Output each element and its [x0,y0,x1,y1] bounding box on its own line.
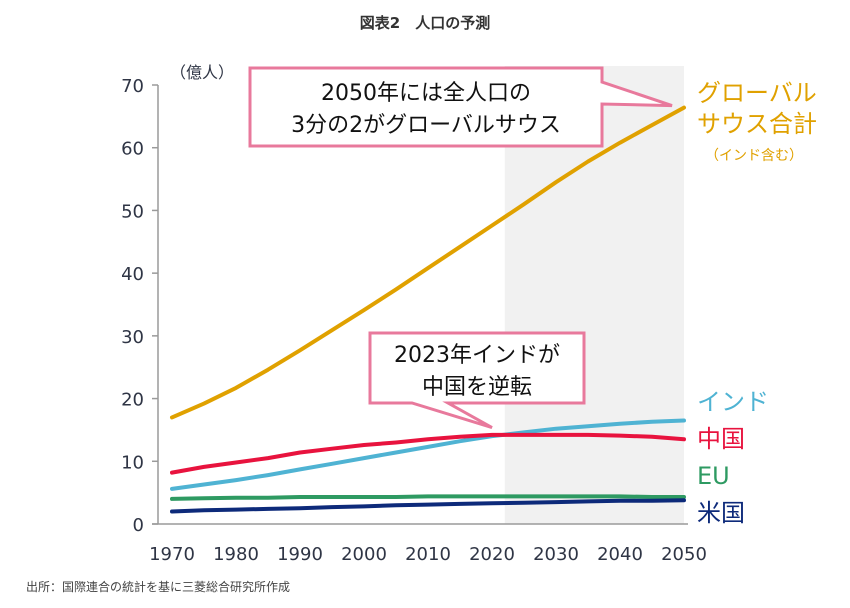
callout-text-line: 2023年インドが [394,343,560,368]
callout-box-0 [248,66,673,148]
series-line-3 [170,494,686,501]
x-tick-label: 1990 [277,544,323,565]
y-axis-unit-label: （億人） [170,63,234,82]
x-tick-label: 1970 [149,544,195,565]
y-tick-label: 50 [121,201,144,222]
chart-title: 図表2 人口の予測 [359,14,491,32]
series-line-4 [170,498,686,514]
x-tick-label: 1980 [213,544,259,565]
callout-box-1 [368,331,586,430]
series-line-2 [170,432,686,475]
callout-text-line: 3分の2がグローバルサウス [291,113,561,138]
y-tick-label: 70 [121,76,144,97]
y-tick-label: 10 [121,452,144,473]
y-tick-label: 60 [121,139,144,160]
x-tick-label: 2020 [469,544,515,565]
x-tick-label: 2010 [405,544,451,565]
legend-label-0: グローバル [697,79,817,107]
legend-label-0: サウス合計 [697,110,817,138]
y-tick-label: 0 [133,515,144,536]
x-tick-label: 2040 [597,544,643,565]
source-note: 出所：国際連合の統計を基に三菱総合研究所作成 [26,580,291,594]
legend-label-2: 中国 [697,425,745,453]
legend-sublabel: （インド含む） [705,148,803,164]
legend-label-1: インド [697,388,769,416]
callout-text-line: 2050年には全人口の [321,81,531,106]
x-tick-label: 2030 [533,544,579,565]
legend-label-3: EU [697,462,730,490]
y-tick-label: 20 [121,390,144,411]
series-line-1 [170,418,686,491]
y-tick-label: 30 [121,327,144,348]
x-tick-label: 2000 [341,544,387,565]
y-tick-label: 40 [121,264,144,285]
callout-text-line: 中国を逆転 [422,375,532,400]
series-line-0 [170,105,686,420]
legend-label-4: 米国 [697,499,745,527]
x-tick-label: 2050 [661,544,707,565]
